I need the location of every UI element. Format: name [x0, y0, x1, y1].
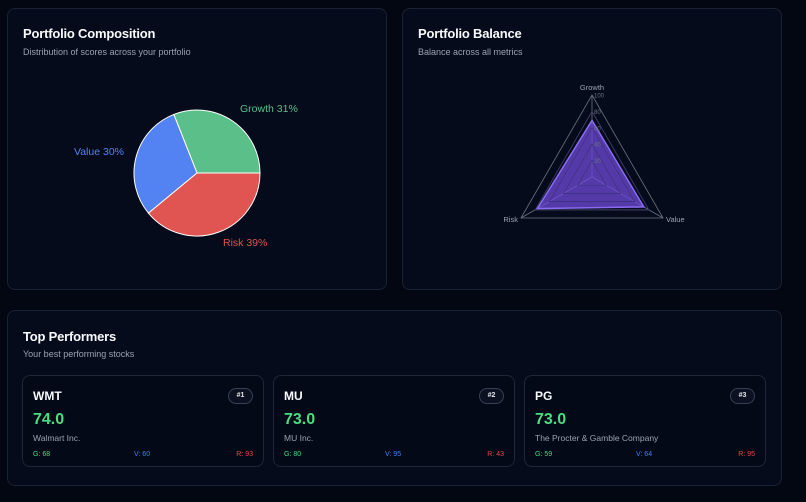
pie-label-growth: Growth 31% [240, 103, 298, 115]
radar-tick-label: 20 [594, 159, 601, 165]
radar-chart: 100 80 60 40 20 Growth Value Risk [503, 83, 685, 224]
score-value: 73.0 [535, 411, 567, 428]
portfolio-composition-card: Portfolio Composition Distribution of sc… [7, 8, 387, 290]
value-metric: V: 60 [134, 451, 151, 458]
composition-subtitle: Distribution of scores across your portf… [23, 47, 191, 57]
score-value: 73.0 [284, 411, 316, 428]
risk-metric: R: 95 [738, 451, 755, 458]
pie-slice-growth[interactable] [173, 109, 261, 174]
top-performers-subtitle: Your best performing stocks [23, 349, 135, 359]
value-metric: V: 95 [385, 451, 402, 458]
pie-label-risk: Risk 39% [223, 237, 267, 249]
radar-axis-label-growth: Growth [580, 83, 604, 92]
rank-badge: #3 [730, 388, 755, 404]
pie-label-value: Value 30% [74, 146, 124, 158]
pie-slice-value[interactable] [133, 113, 198, 214]
growth-metric: G: 59 [535, 451, 553, 458]
risk-metric: R: 93 [236, 451, 253, 458]
risk-metric: R: 43 [487, 451, 504, 458]
pie-slice-risk[interactable] [147, 172, 261, 237]
radar-grid-ring [577, 159, 607, 186]
radar-tick-label: 100 [594, 94, 605, 100]
radar-axis-label-value: Value [666, 215, 685, 224]
balance-title: Portfolio Balance [418, 26, 522, 41]
rank-badge: #1 [228, 388, 253, 404]
radar-grid-ring [534, 110, 650, 211]
ticker: MU [284, 389, 303, 403]
radar-axis-label-risk: Risk [503, 215, 518, 224]
radar-tick-label: 40 [594, 143, 601, 149]
company-name: Walmart Inc. [33, 433, 81, 443]
composition-title: Portfolio Composition [23, 26, 156, 41]
performer-card-1[interactable]: WMT #1 74.0 Walmart Inc. G: 68 V: 60 R: … [22, 375, 264, 467]
pie-chart: Growth 31% Risk 39% Value 30% [74, 103, 298, 249]
radar-tick-label: 60 [594, 126, 601, 132]
portfolio-balance-card: Portfolio Balance Balance across all met… [402, 8, 782, 290]
radar-grid-ring [548, 127, 636, 202]
performer-card-3[interactable]: PG #3 73.0 The Procter & Gamble Company … [524, 375, 766, 467]
radar-tick-label: 80 [594, 110, 601, 116]
growth-metric: G: 80 [284, 451, 302, 458]
rank-badge: #2 [479, 388, 504, 404]
score-value: 74.0 [33, 411, 65, 428]
ticker: PG [535, 389, 553, 403]
radar-grid-ring [562, 143, 622, 194]
company-name: The Procter & Gamble Company [535, 433, 659, 443]
radar-series-area[interactable] [535, 118, 646, 210]
growth-metric: G: 68 [33, 451, 51, 458]
top-performers-title: Top Performers [23, 329, 117, 344]
radar-grid-ring [520, 94, 664, 219]
performer-card-2[interactable]: MU #2 73.0 MU Inc. G: 80 V: 95 R: 43 [273, 375, 515, 467]
balance-subtitle: Balance across all metrics [418, 47, 523, 57]
company-name: MU Inc. [284, 433, 314, 443]
ticker: WMT [33, 389, 62, 403]
value-metric: V: 64 [636, 451, 653, 458]
